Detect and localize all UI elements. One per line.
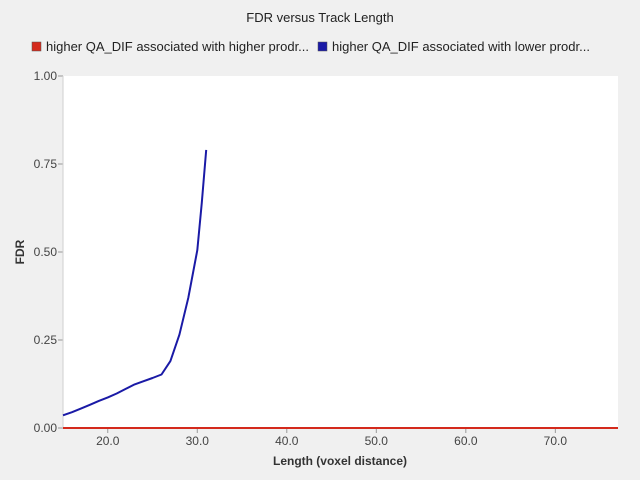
plot-area bbox=[63, 76, 618, 428]
x-tick-label: 20.0 bbox=[96, 434, 120, 448]
y-tick-label: 0.75 bbox=[34, 157, 58, 171]
legend-label: higher QA_DIF associated with higher pro… bbox=[46, 39, 309, 54]
series-line-2 bbox=[62, 149, 208, 417]
y-tick-label: 0.25 bbox=[34, 333, 58, 347]
legend-label: higher QA_DIF associated with lower prod… bbox=[332, 39, 590, 54]
x-tick-label: 70.0 bbox=[544, 434, 568, 448]
y-axis-title: FDR bbox=[13, 239, 27, 264]
y-axis: 0.00 0.25 0.50 0.75 1.00 bbox=[34, 69, 63, 435]
x-axis: 20.0 30.0 40.0 50.0 60.0 70.0 bbox=[96, 428, 567, 448]
x-tick-label: 30.0 bbox=[186, 434, 210, 448]
y-tick-label: 1.00 bbox=[34, 69, 58, 83]
legend-swatch bbox=[31, 41, 42, 52]
y-tick-label: 0.00 bbox=[34, 421, 58, 435]
legend-swatch bbox=[317, 41, 328, 52]
legend: higher QA_DIF associated with higher pro… bbox=[31, 39, 590, 54]
chart-title: FDR versus Track Length bbox=[246, 10, 393, 25]
x-tick-label: 60.0 bbox=[454, 434, 478, 448]
x-tick-label: 40.0 bbox=[275, 434, 299, 448]
y-tick-label: 0.50 bbox=[34, 245, 58, 259]
x-tick-label: 50.0 bbox=[365, 434, 389, 448]
x-axis-title: Length (voxel distance) bbox=[273, 454, 407, 468]
series-layer bbox=[62, 149, 618, 429]
